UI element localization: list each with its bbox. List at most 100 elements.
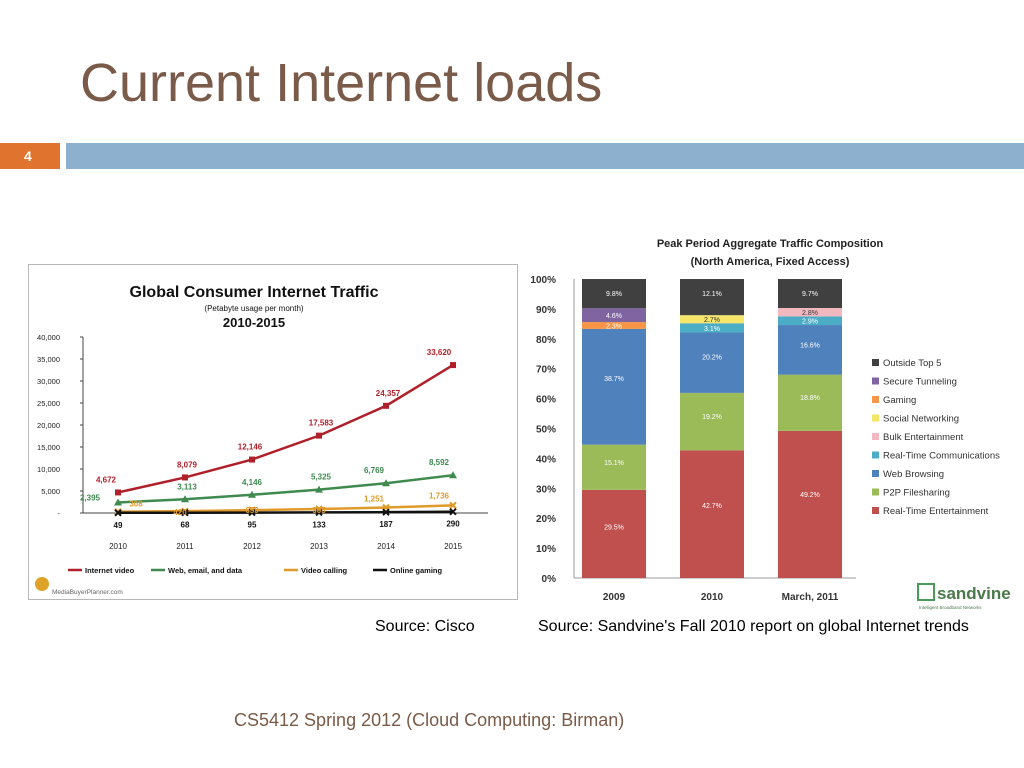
data-label: 95 bbox=[248, 521, 257, 530]
data-label: 8,592 bbox=[429, 458, 450, 467]
legend-label: Real-Time Communications bbox=[883, 451, 1000, 462]
cisco-line-chart: Global Consumer Internet Traffic (Petabyt… bbox=[28, 264, 518, 600]
x-tick-label: 2010 bbox=[109, 542, 127, 551]
legend-swatch bbox=[872, 451, 879, 459]
data-label: 308 bbox=[129, 500, 143, 509]
chart-title: Global Consumer Internet Traffic bbox=[130, 284, 379, 301]
chart-subtitle-years: 2010-2015 bbox=[223, 315, 285, 330]
y-tick-label: 40,000 bbox=[37, 333, 60, 342]
bar-segment bbox=[778, 374, 842, 431]
data-point bbox=[181, 495, 189, 503]
legend-label: Online gaming bbox=[390, 566, 443, 575]
legend-swatch bbox=[872, 414, 879, 422]
data-point bbox=[383, 402, 389, 409]
data-label: 16.6% bbox=[800, 342, 820, 349]
bar-segment bbox=[778, 279, 842, 309]
footer-text: CS5412 Spring 2012 (Cloud Computing: Bir… bbox=[234, 710, 625, 730]
data-label: 49.2% bbox=[800, 492, 820, 499]
legend-label: Secure Tunneling bbox=[883, 377, 957, 388]
data-label: 20.2% bbox=[702, 355, 722, 362]
data-label: 4,672 bbox=[96, 475, 117, 484]
y-tick-label: 10% bbox=[536, 544, 556, 555]
bar-segment bbox=[680, 315, 744, 324]
data-label: 15.1% bbox=[604, 460, 624, 467]
bar-segment bbox=[680, 450, 744, 578]
sandvine-logo-tagline: Intelligent Broadband Networks bbox=[919, 605, 982, 610]
sandvine-logo-icon bbox=[917, 583, 935, 601]
legend-label: Outside Top 5 bbox=[883, 358, 941, 369]
data-point bbox=[449, 501, 457, 510]
data-point bbox=[248, 508, 256, 517]
y-tick-label: 30% bbox=[536, 484, 556, 495]
data-point bbox=[114, 498, 122, 506]
data-label: 2.8% bbox=[802, 310, 818, 317]
data-point bbox=[449, 471, 457, 479]
data-label: 29.5% bbox=[604, 524, 624, 531]
data-label: 42.7% bbox=[702, 503, 722, 510]
x-tick-label: 2010 bbox=[701, 592, 724, 603]
data-label: 49 bbox=[114, 521, 123, 530]
data-point bbox=[316, 432, 322, 439]
data-label: 4.6% bbox=[606, 313, 622, 320]
y-tick-label: 100% bbox=[530, 275, 556, 286]
y-tick-label: 70% bbox=[536, 365, 556, 376]
slide-title: Current Internet loads bbox=[80, 53, 603, 113]
bar-segment bbox=[582, 489, 646, 578]
data-label: 905 bbox=[312, 506, 326, 515]
bar-segment bbox=[680, 279, 744, 316]
legend-label: Real-Time Entertainment bbox=[883, 506, 989, 517]
x-tick-label: 2013 bbox=[310, 542, 328, 551]
y-tick-label: - bbox=[58, 509, 61, 518]
y-tick-label: 20,000 bbox=[37, 421, 60, 430]
data-label: 68 bbox=[181, 521, 190, 530]
data-label: 8,079 bbox=[177, 460, 198, 469]
bar-segment bbox=[778, 325, 842, 375]
x-tick-label: 2011 bbox=[176, 542, 194, 551]
data-point bbox=[449, 508, 457, 516]
series-line-0 bbox=[117, 364, 454, 494]
chart-subtitle: (North America, Fixed Access) bbox=[691, 256, 850, 268]
data-label: 5,325 bbox=[311, 473, 332, 482]
x-tick-label: 2014 bbox=[377, 542, 395, 551]
data-point bbox=[382, 508, 390, 516]
source-cisco-caption: Source: Cisco bbox=[375, 618, 475, 635]
legend-swatch bbox=[872, 470, 879, 477]
legend-label: Video calling bbox=[301, 566, 348, 575]
y-tick-label: 80% bbox=[536, 335, 556, 346]
y-tick-label: 15,000 bbox=[37, 443, 60, 452]
data-label: 420 bbox=[173, 508, 187, 517]
data-point bbox=[450, 362, 456, 369]
source-sandvine-caption: Source: Sandvine's Fall 2010 report on g… bbox=[538, 618, 969, 635]
data-point bbox=[115, 489, 121, 496]
y-tick-label: 20% bbox=[536, 514, 556, 525]
y-tick-label: 50% bbox=[536, 425, 556, 436]
legend-swatch bbox=[872, 377, 879, 385]
data-label: 3,113 bbox=[177, 482, 197, 491]
chart-frame bbox=[28, 264, 518, 600]
data-label: 6,769 bbox=[364, 466, 385, 475]
series-line-2 bbox=[117, 504, 454, 513]
legend-label: Web, email, and data bbox=[168, 566, 243, 575]
y-tick-label: 35,000 bbox=[37, 355, 60, 364]
data-label: 17,583 bbox=[309, 419, 334, 428]
legend-swatch bbox=[872, 433, 879, 440]
y-tick-label: 30,000 bbox=[37, 377, 60, 386]
data-label: 18.8% bbox=[800, 395, 820, 402]
data-label: 38.7% bbox=[604, 376, 624, 383]
x-tick-label: March, 2011 bbox=[782, 592, 839, 603]
data-label: 12.1% bbox=[702, 291, 722, 298]
x-tick-label: 2009 bbox=[603, 592, 626, 603]
data-label: 1,251 bbox=[364, 494, 385, 503]
x-tick-label: 2015 bbox=[444, 542, 462, 551]
chart-title: Peak Period Aggregate Traffic Compositio… bbox=[657, 238, 884, 250]
data-label: 187 bbox=[379, 520, 393, 529]
bar-segment bbox=[778, 308, 842, 317]
series-line-1 bbox=[117, 473, 454, 504]
legend-label: Internet video bbox=[85, 566, 135, 575]
title-divider-bar bbox=[66, 143, 1024, 169]
bar-segment bbox=[582, 279, 646, 309]
bar-segment bbox=[778, 316, 842, 326]
bar-segment bbox=[582, 444, 646, 490]
chart-subtitle: (Petabyte usage per month) bbox=[204, 304, 304, 313]
legend-label: Gaming bbox=[883, 395, 916, 406]
